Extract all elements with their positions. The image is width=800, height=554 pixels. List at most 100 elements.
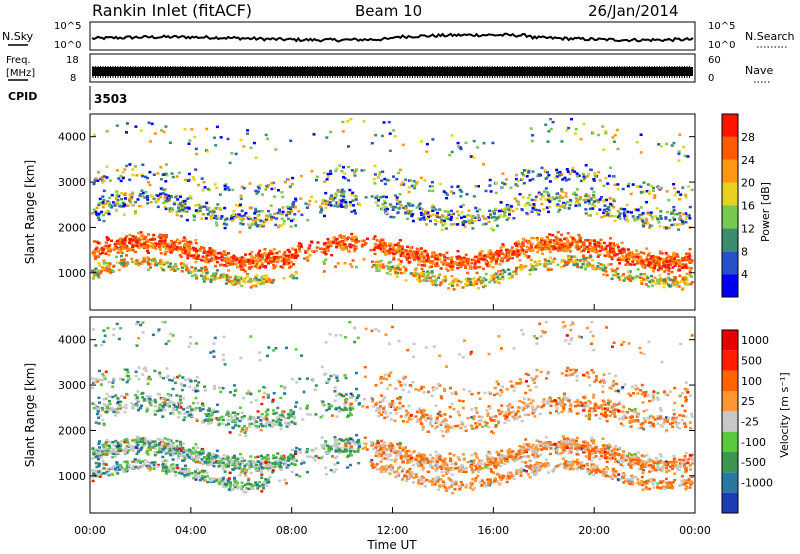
echo-cell <box>393 243 397 247</box>
echo-cell <box>616 258 620 261</box>
echo-cell <box>378 263 382 267</box>
echo-cell <box>292 201 296 204</box>
echo-cell <box>430 251 434 255</box>
echo-cell <box>656 465 660 468</box>
echo-cell <box>194 260 198 264</box>
echo-cell <box>433 254 437 257</box>
echo-cell <box>153 259 157 263</box>
echo-cell <box>636 275 640 278</box>
echo-cell <box>270 258 274 261</box>
echo-cell <box>646 212 650 215</box>
echo-cell <box>570 438 574 441</box>
echo-cell <box>253 279 257 283</box>
echo-cell <box>410 214 414 218</box>
echo-cell <box>459 195 463 198</box>
echo-cell <box>567 207 571 210</box>
echo-cell <box>646 222 650 225</box>
echo-cell <box>419 272 423 275</box>
echo-cell <box>105 210 109 213</box>
echo-cell <box>563 176 567 180</box>
echo-cell <box>101 268 105 271</box>
echo-cell <box>307 247 311 250</box>
echo-cell <box>177 242 181 245</box>
echo-cell <box>345 203 349 207</box>
echo-cell <box>409 272 413 275</box>
echo-cell <box>283 258 287 261</box>
echo-cell <box>161 192 165 195</box>
echo-cell <box>466 257 470 261</box>
echo-cell <box>587 199 591 203</box>
echo-cell <box>140 244 144 247</box>
echo-cell <box>137 264 141 267</box>
echo-cell <box>356 447 360 451</box>
echo-cell <box>248 206 252 210</box>
echo-cell <box>613 254 617 257</box>
echo-cell <box>97 171 100 174</box>
echo-cell <box>473 219 477 223</box>
echo-cell <box>476 213 480 217</box>
echo-cell <box>433 257 437 260</box>
echo-cell <box>458 188 462 192</box>
echo-cell <box>281 212 284 216</box>
echo-cell <box>161 261 165 264</box>
echo-cell <box>417 260 421 263</box>
echo-cell <box>341 120 345 124</box>
echo-cell <box>517 253 521 257</box>
echo-cell <box>345 450 348 453</box>
echo-cell <box>179 240 182 243</box>
echo-cell <box>411 451 415 455</box>
echo-cell <box>221 263 225 267</box>
echo-cell <box>589 239 593 242</box>
echo-cell <box>672 251 676 255</box>
echo-cell <box>385 249 389 252</box>
echo-cell <box>573 441 577 445</box>
echo-cell <box>495 217 499 221</box>
echo-cell <box>446 269 450 272</box>
echo-cell <box>558 241 562 244</box>
echo-cell <box>106 238 110 241</box>
echo-cell <box>640 259 644 263</box>
echo-cell <box>329 243 333 246</box>
echo-cell <box>281 206 285 209</box>
echo-cell <box>497 254 501 257</box>
echo-cell <box>271 469 275 472</box>
colorbar-segment <box>722 274 738 297</box>
echo-cell <box>593 204 597 208</box>
echo-cell <box>645 247 649 250</box>
echo-cell <box>396 264 400 267</box>
echo-cell <box>193 256 196 260</box>
echo-cell <box>170 242 174 246</box>
echo-cell <box>431 253 435 257</box>
echo-cell <box>184 238 188 242</box>
echo-cell <box>230 151 234 155</box>
echo-cell <box>353 171 356 174</box>
echo-cell <box>164 243 168 246</box>
echo-cell <box>168 141 172 144</box>
echo-cell <box>404 204 408 208</box>
echo-cell <box>385 207 389 211</box>
echo-cell <box>216 207 220 211</box>
echo-cell <box>577 201 581 204</box>
echo-cell <box>690 453 694 457</box>
echo-cell <box>495 450 499 454</box>
echo-cell <box>616 187 620 191</box>
echo-cell <box>248 226 252 229</box>
echo-cell <box>561 248 565 252</box>
echo-cell <box>565 246 569 249</box>
echo-cell <box>522 265 526 268</box>
echo-cell <box>516 250 520 253</box>
echo-cell <box>146 260 150 264</box>
echo-cell <box>527 171 531 174</box>
echo-cell <box>232 254 236 258</box>
echo-cell <box>119 179 123 183</box>
echo-cell <box>675 191 679 194</box>
echo-cell <box>621 258 625 261</box>
echo-cell <box>321 198 325 202</box>
echo-cell <box>102 175 106 178</box>
echo-cell <box>489 256 492 260</box>
echo-cell <box>673 213 677 216</box>
echo-cell <box>555 237 559 240</box>
echo-cell <box>649 266 653 269</box>
echo-cell <box>556 263 560 267</box>
echo-cell <box>658 266 662 270</box>
